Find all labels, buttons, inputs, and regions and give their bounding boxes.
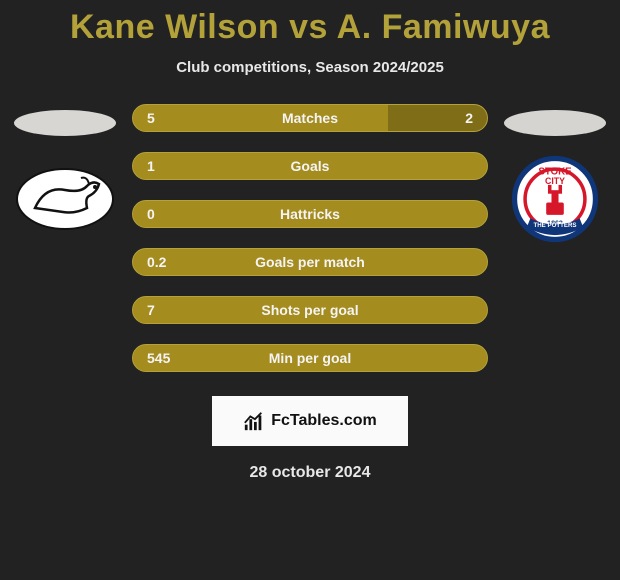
stat-label: Goals per match	[193, 254, 427, 270]
left-player-column	[10, 104, 120, 230]
date-text: 28 october 2024	[250, 464, 371, 482]
club-badge-right: STOKE CITY 1863 THE POTTERS	[505, 168, 605, 230]
stat-row: 0.2Goals per match	[132, 248, 488, 276]
svg-text:THE POTTERS: THE POTTERS	[533, 222, 576, 229]
footer-brand-text: FcTables.com	[271, 412, 377, 430]
stat-label: Goals	[193, 158, 427, 174]
ram-badge-icon	[15, 168, 115, 230]
stats-table: 5Matches2 1Goals 0Hattricks 0.2Goals per ma…	[132, 104, 488, 372]
stat-value-left: 1	[133, 158, 193, 174]
stat-value-left: 0.2	[133, 254, 193, 270]
fctables-logo-icon	[243, 410, 265, 432]
stat-value-left: 7	[133, 302, 193, 318]
stat-row: 7Shots per goal	[132, 296, 488, 324]
stat-label: Min per goal	[193, 350, 427, 366]
page-title: Kane Wilson vs A. Famiwuya	[70, 8, 550, 47]
player-silhouette-left	[14, 110, 116, 136]
stat-row: 5Matches2	[132, 104, 488, 132]
stat-row: 545Min per goal	[132, 344, 488, 372]
comparison-card: Kane Wilson vs A. Famiwuya Club competit…	[0, 0, 620, 580]
stat-value-left: 0	[133, 206, 193, 222]
stat-value-right: 2	[427, 110, 487, 126]
stat-row: 1Goals	[132, 152, 488, 180]
stat-row: 0Hattricks	[132, 200, 488, 228]
stoke-badge-icon: STOKE CITY 1863 THE POTTERS	[511, 155, 599, 243]
club-badge-left	[15, 168, 115, 230]
stat-label: Matches	[193, 110, 427, 126]
stat-label: Hattricks	[193, 206, 427, 222]
svg-text:CITY: CITY	[545, 176, 565, 186]
player-silhouette-right	[504, 110, 606, 136]
right-player-column: STOKE CITY 1863 THE POTTERS	[500, 104, 610, 230]
stat-value-left: 545	[133, 350, 193, 366]
footer-brand-box[interactable]: FcTables.com	[210, 394, 410, 448]
stat-label: Shots per goal	[193, 302, 427, 318]
stat-value-left: 5	[133, 110, 193, 126]
main-area: 5Matches2 1Goals 0Hattricks 0.2Goals per ma…	[0, 104, 620, 372]
subtitle: Club competitions, Season 2024/2025	[176, 59, 444, 76]
